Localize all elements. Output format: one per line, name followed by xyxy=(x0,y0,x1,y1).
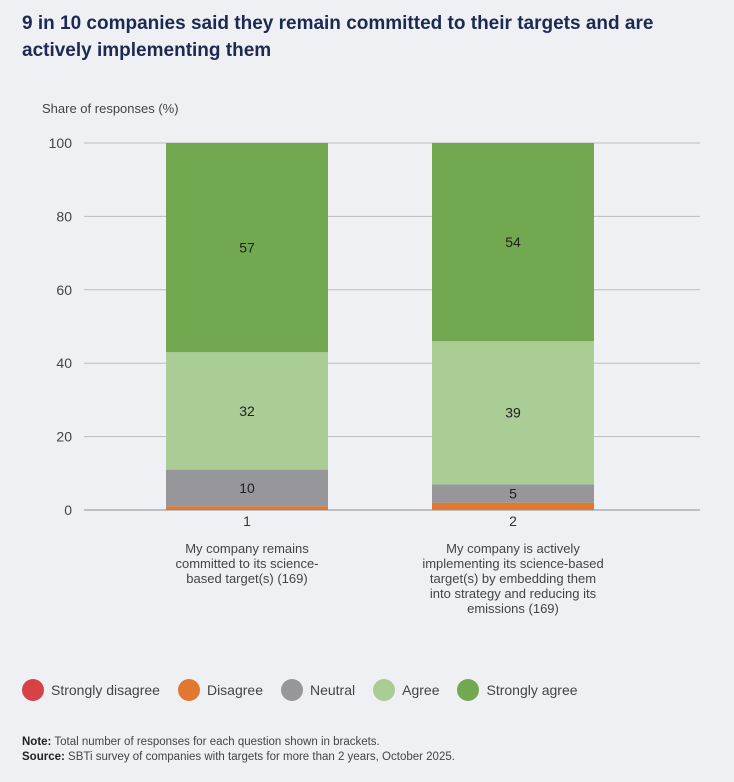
legend-item-neutral: Neutral xyxy=(280,679,356,701)
legend-label: Strongly agree xyxy=(486,682,578,698)
legend: Strongly disagree Disagree Neutral Agree… xyxy=(22,679,596,701)
bar-segment-strongly-agree xyxy=(166,143,328,353)
data-label: 54 xyxy=(505,234,521,250)
y-tick-label: 0 xyxy=(64,502,72,518)
bar-segment-disagree xyxy=(432,502,594,510)
y-axis-label: Share of responses (%) xyxy=(42,101,179,116)
category-description-line: emissions (169) xyxy=(467,601,559,616)
data-label: 39 xyxy=(505,405,521,421)
chart-title: 9 in 10 companies said they remain commi… xyxy=(22,13,654,61)
legend-swatch xyxy=(457,679,480,701)
category-description-line: committed to its science- xyxy=(175,556,318,571)
source-line: Source: SBTi survey of companies with ta… xyxy=(22,750,455,765)
legend-swatch xyxy=(373,679,396,701)
legend-item-strongly-disagree: Strongly disagree xyxy=(22,679,160,701)
x-tick-label: 1 xyxy=(243,513,251,529)
category-description-line: implementing its science-based xyxy=(422,556,603,571)
category-description-line: target(s) by embedding them xyxy=(430,571,596,586)
footnotes: Note: Total number of responses for each… xyxy=(22,735,455,765)
bar-segment-disagree xyxy=(166,506,328,510)
bar-segment-neutral xyxy=(432,484,594,503)
legend-swatch xyxy=(177,679,200,701)
x-tick-label: 2 xyxy=(509,513,517,529)
bar-segment-agree xyxy=(166,352,328,470)
y-tick-label: 20 xyxy=(56,429,72,445)
data-label: 57 xyxy=(239,240,255,256)
legend-item-agree: Agree xyxy=(373,679,439,701)
stacked-bar-chart: Share of responses (%) 0 20 40 60 80 100 10 32 57… xyxy=(42,101,700,616)
note-text: Total number of responses for each quest… xyxy=(51,736,380,748)
category-description-line: My company remains xyxy=(185,541,309,556)
y-tick-label: 100 xyxy=(49,135,73,151)
note-label: Note: xyxy=(22,736,52,748)
y-tick-label: 60 xyxy=(56,282,72,298)
legend-label: Strongly disagree xyxy=(51,682,160,698)
data-label: 32 xyxy=(239,403,255,419)
bar-segment-neutral xyxy=(166,469,328,507)
note-line: Note: Total number of responses for each… xyxy=(22,735,455,750)
legend-label: Disagree xyxy=(206,682,263,698)
source-label: Source: xyxy=(22,751,65,763)
category-description-line: based target(s) (169) xyxy=(186,571,307,586)
data-label: 10 xyxy=(239,480,255,496)
legend-swatch xyxy=(280,679,303,701)
legend-item-strongly-agree: Strongly agree xyxy=(457,679,578,701)
legend-label: Neutral xyxy=(309,682,356,698)
category-description-line: My company is actively xyxy=(446,541,580,556)
data-label: 5 xyxy=(509,485,517,501)
legend-label: Agree xyxy=(402,682,440,698)
bar-segment-agree xyxy=(432,341,594,485)
bar-segment-strongly-agree xyxy=(432,143,594,342)
legend-item-disagree: Disagree xyxy=(177,679,263,701)
y-tick-label: 40 xyxy=(56,355,72,371)
y-tick-label: 80 xyxy=(56,208,72,224)
source-text: SBTi survey of companies with targets fo… xyxy=(64,751,455,763)
category-description-line: into strategy and reducing its xyxy=(430,586,597,601)
legend-swatch xyxy=(22,679,44,701)
